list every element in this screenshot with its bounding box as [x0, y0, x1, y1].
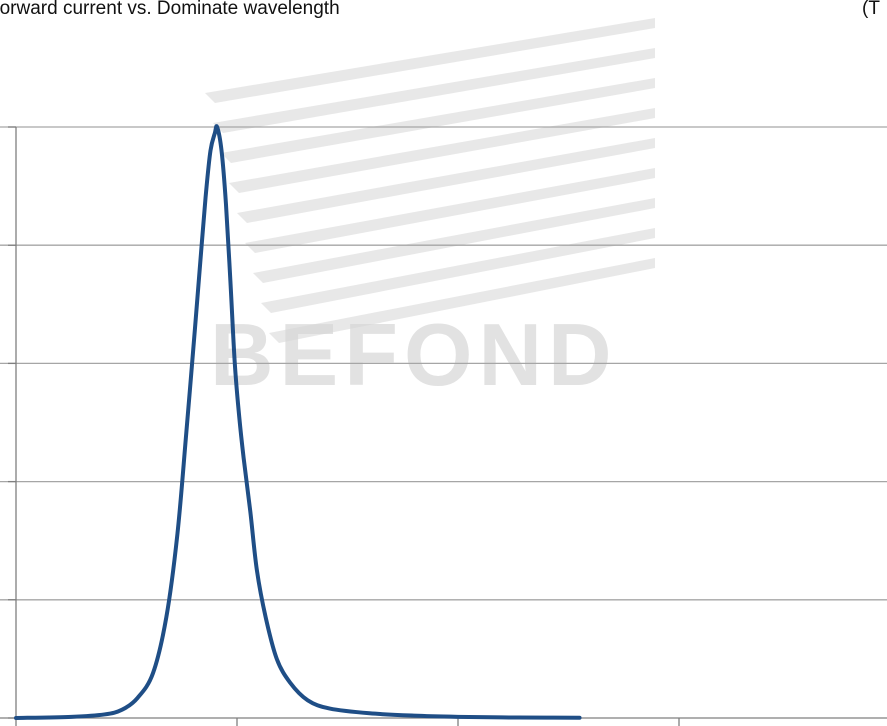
watermark-stripe [237, 138, 655, 223]
axes [8, 126, 680, 726]
watermark-stripe [205, 18, 655, 103]
watermark-stripe [261, 228, 655, 313]
watermark-stripe [253, 198, 655, 283]
watermark-logo-text: BEFOND [210, 305, 618, 404]
series-line [14, 124, 582, 720]
watermark-stripe [269, 258, 655, 343]
watermark: BEFOND [205, 18, 655, 404]
chart-title: Forward current vs. Dominate wavelength [0, 0, 340, 19]
watermark-stripe [245, 168, 655, 253]
condition-note: (T [862, 0, 880, 19]
series-layer [14, 124, 582, 720]
watermark-stripe [229, 108, 655, 193]
watermark-stripe [213, 48, 655, 133]
watermark-stripe [221, 78, 655, 163]
